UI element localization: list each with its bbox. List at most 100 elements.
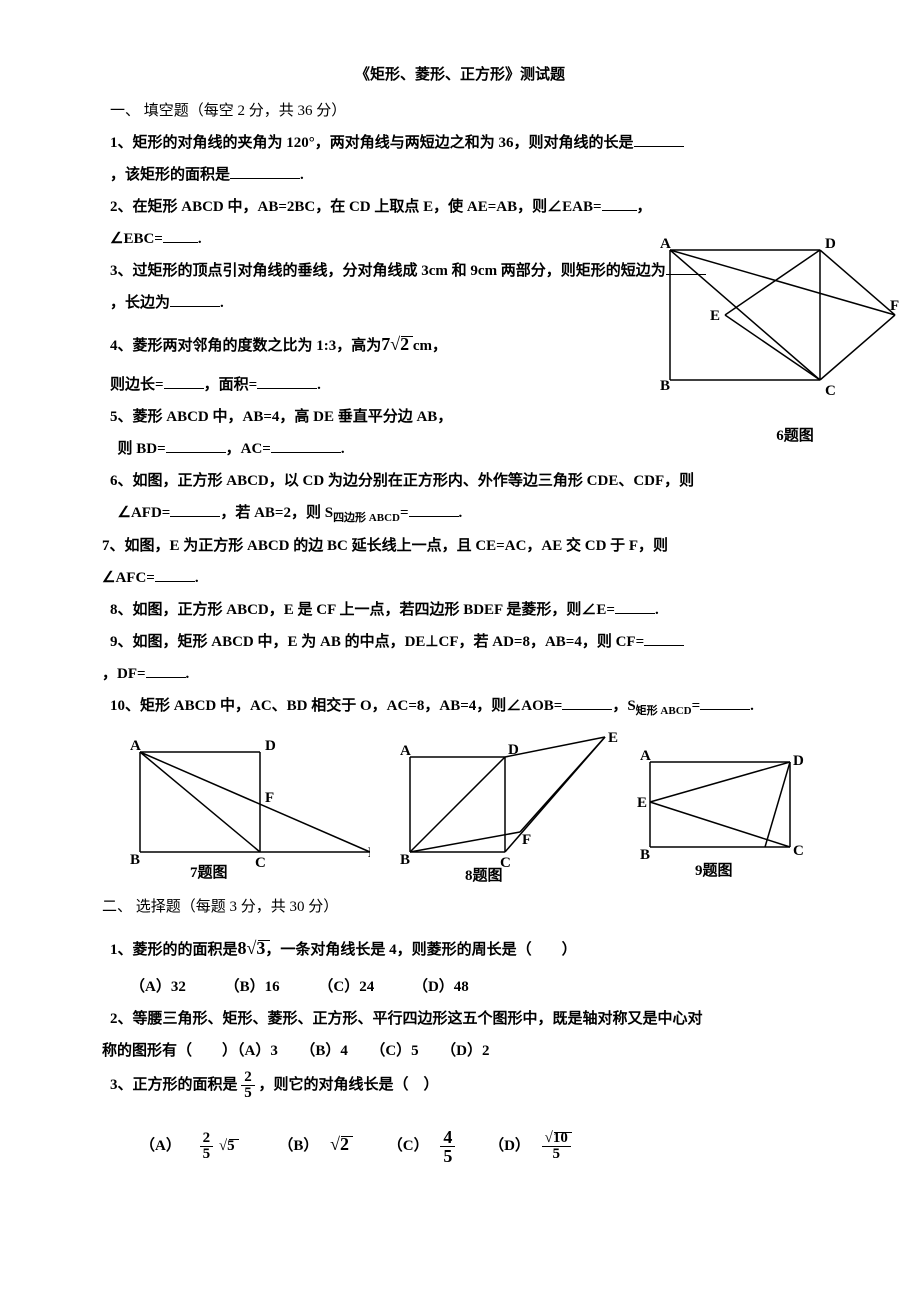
choice-c-label: （C）: [388, 1138, 429, 1154]
svg-text:A: A: [400, 743, 411, 759]
svg-text:F: F: [890, 298, 899, 314]
figure-7-svg: A D B C E F: [110, 732, 370, 872]
q5c-text: ，AC=: [226, 441, 271, 457]
blank: [166, 438, 226, 453]
blank: [155, 567, 195, 582]
svg-text:F: F: [265, 790, 274, 806]
q9-line1: 9、如图，矩形 ABCD 中，E 为 AB 的中点，DE⊥CF，若 AD=8，A…: [110, 627, 810, 657]
blank: [602, 196, 637, 211]
blank: [644, 631, 684, 646]
svg-text:B: B: [640, 847, 650, 863]
q7-line2: ∠AFC=.: [110, 563, 810, 593]
blank: [146, 663, 186, 678]
q1c-text: .: [300, 167, 304, 183]
blank: [164, 374, 204, 389]
blank: [170, 502, 220, 517]
q10-line: 10、矩形 ABCD 中，AC、BD 相交于 O，AC=8，AB=4，则∠AOB…: [110, 691, 810, 722]
q6sub: 四边形 ABCD: [333, 512, 400, 524]
q4d-text: ，面积=: [204, 377, 258, 393]
s2q3b-text: ，则它的对角线长是（ ）: [259, 1077, 439, 1093]
seven: 7: [381, 334, 390, 354]
q10c-text: =: [692, 698, 701, 714]
svg-text:E: E: [637, 795, 647, 811]
blank: [163, 228, 198, 243]
q6d-text: =: [400, 505, 409, 521]
q6-line1: 6、如图，正方形 ABCD，以 CD 为边分别在正方形内、外作等边三角形 CDE…: [110, 466, 810, 496]
svg-text:D: D: [265, 738, 276, 754]
q2-text: 2、在矩形 ABCD 中，AB=2BC，在 CD 上取点 E，使 AE=AB，则…: [110, 199, 602, 215]
choice-c: （C）24: [318, 979, 374, 995]
figure-8-label: 8题图: [465, 861, 503, 891]
q6e-text: .: [459, 505, 463, 521]
blank: [409, 502, 459, 517]
figure-8: A D B C E F 8题图: [390, 732, 620, 883]
figure-6-svg: A D B C E F: [650, 230, 900, 410]
figure-9-label: 9题图: [695, 856, 733, 886]
q9c-text: .: [186, 666, 190, 682]
s2q1-choices: （A）32 （B）16 （C）24 （D）48: [130, 972, 810, 1002]
q4e-text: .: [317, 377, 321, 393]
svg-text:B: B: [400, 852, 410, 868]
blank: [257, 374, 317, 389]
q5b-text: 则 BD=: [118, 441, 166, 457]
blank: [271, 438, 341, 453]
q1b-text: ，该矩形的面积是: [110, 167, 230, 183]
s2q2-line2: 称的图形有（ ）（A）3 （B）4 （C）5 （D）2: [110, 1036, 810, 1066]
sqrt3: √3: [247, 938, 266, 958]
svg-text:A: A: [130, 738, 141, 754]
q8-text: 8、如图，正方形 ABCD，E 是 CF 上一点，若四边形 BDEF 是菱形，则…: [110, 602, 615, 618]
s2q2-line1: 2、等腰三角形、矩形、菱形、正方形、平行四边形这五个图形中，既是轴对称又是中心对: [110, 1004, 810, 1034]
q5d-text: .: [341, 441, 345, 457]
svg-text:B: B: [130, 852, 140, 868]
choice-a: （A）32: [130, 979, 186, 995]
svg-text:D: D: [825, 236, 836, 252]
q7-line1: 7、如图，E 为正方形 ABCD 的边 BC 延长线上一点，且 CE=AC，AE…: [110, 531, 810, 561]
q1-text: 1、矩形的对角线的夹角为 120°，两对角线与两短边之和为 36，则对角线的长是: [110, 135, 634, 151]
q1-line1: 1、矩形的对角线的夹角为 120°，两对角线与两短边之和为 36，则对角线的长是: [110, 128, 810, 158]
q3b-text: ，长边为: [110, 295, 170, 311]
figure-7-label: 7题图: [190, 858, 228, 888]
figure-8-svg: A D B C E F: [390, 732, 620, 872]
q6-line2: ∠AFD= ，若 AB=2，则 S四边形 ABCD=.: [110, 498, 810, 529]
q4b-text: cm，: [409, 338, 447, 354]
blank: [170, 292, 220, 307]
q3-text: 3、过矩形的顶点引对角线的垂线，分对角线成 3cm 和 9cm 两部分，则矩形的…: [110, 263, 666, 279]
q10-text: 10、矩形 ABCD 中，AC、BD 相交于 O，AC=8，AB=4，则∠AOB…: [110, 698, 562, 714]
blank: [230, 164, 300, 179]
choice-a-label: （A）: [140, 1138, 181, 1154]
q2d-text: .: [198, 231, 202, 247]
svg-text:D: D: [793, 753, 804, 769]
section2-header: 二、 选择题（每题 3 分，共 30 分）: [110, 892, 810, 922]
frac-2-5: 25: [241, 1070, 255, 1101]
blank: [615, 599, 655, 614]
q2b-text: ，: [637, 199, 652, 215]
figure-9: A D B C E 9题图: [635, 747, 805, 878]
q4a-text: 4、菱形两对邻角的度数之比为 1:3，高为: [110, 338, 381, 354]
svg-text:C: C: [793, 843, 804, 859]
choice-b: （B）16: [225, 979, 280, 995]
svg-text:A: A: [640, 748, 651, 764]
figure-6-label: 6题图: [690, 421, 900, 451]
q3c-text: .: [220, 295, 224, 311]
choice-d-label: （D）: [489, 1138, 530, 1154]
q6c-text: ，若 AB=2，则 S: [220, 505, 333, 521]
section1-header: 一、 填空题（每空 2 分，共 36 分）: [110, 96, 810, 126]
blank: [562, 695, 612, 710]
diagrams-row: A D B C E F 7题图 A D B C E F 8题图: [110, 732, 810, 892]
svg-text:E: E: [368, 845, 370, 861]
frac-c: 45: [440, 1128, 455, 1165]
q6b-text: ∠AFD=: [118, 505, 171, 521]
s2q3a-text: 3、正方形的面积是: [110, 1077, 238, 1093]
q9-line2: ，DF=.: [110, 659, 810, 689]
choice-b-label: （B）: [278, 1138, 318, 1154]
blank: [700, 695, 750, 710]
sqrt5-a: √5: [219, 1138, 235, 1154]
q4c-text: 则边长=: [110, 377, 164, 393]
q2c-text: ∠EBC=: [110, 231, 163, 247]
svg-text:A: A: [660, 236, 671, 252]
q9b-text: ，DF=: [102, 666, 146, 682]
s2q1-line: 1、菱形的的面积是8√3，一条对角线长是 4，则菱形的周长是（ ）: [110, 930, 810, 966]
s2q3-choices: （A） 25 √5 （B） √2 （C） 45 （D） √105: [140, 1126, 810, 1165]
svg-text:C: C: [825, 383, 836, 399]
s2q1b-text: ，一条对角线长是 4，则菱形的周长是（ ）: [265, 942, 576, 958]
